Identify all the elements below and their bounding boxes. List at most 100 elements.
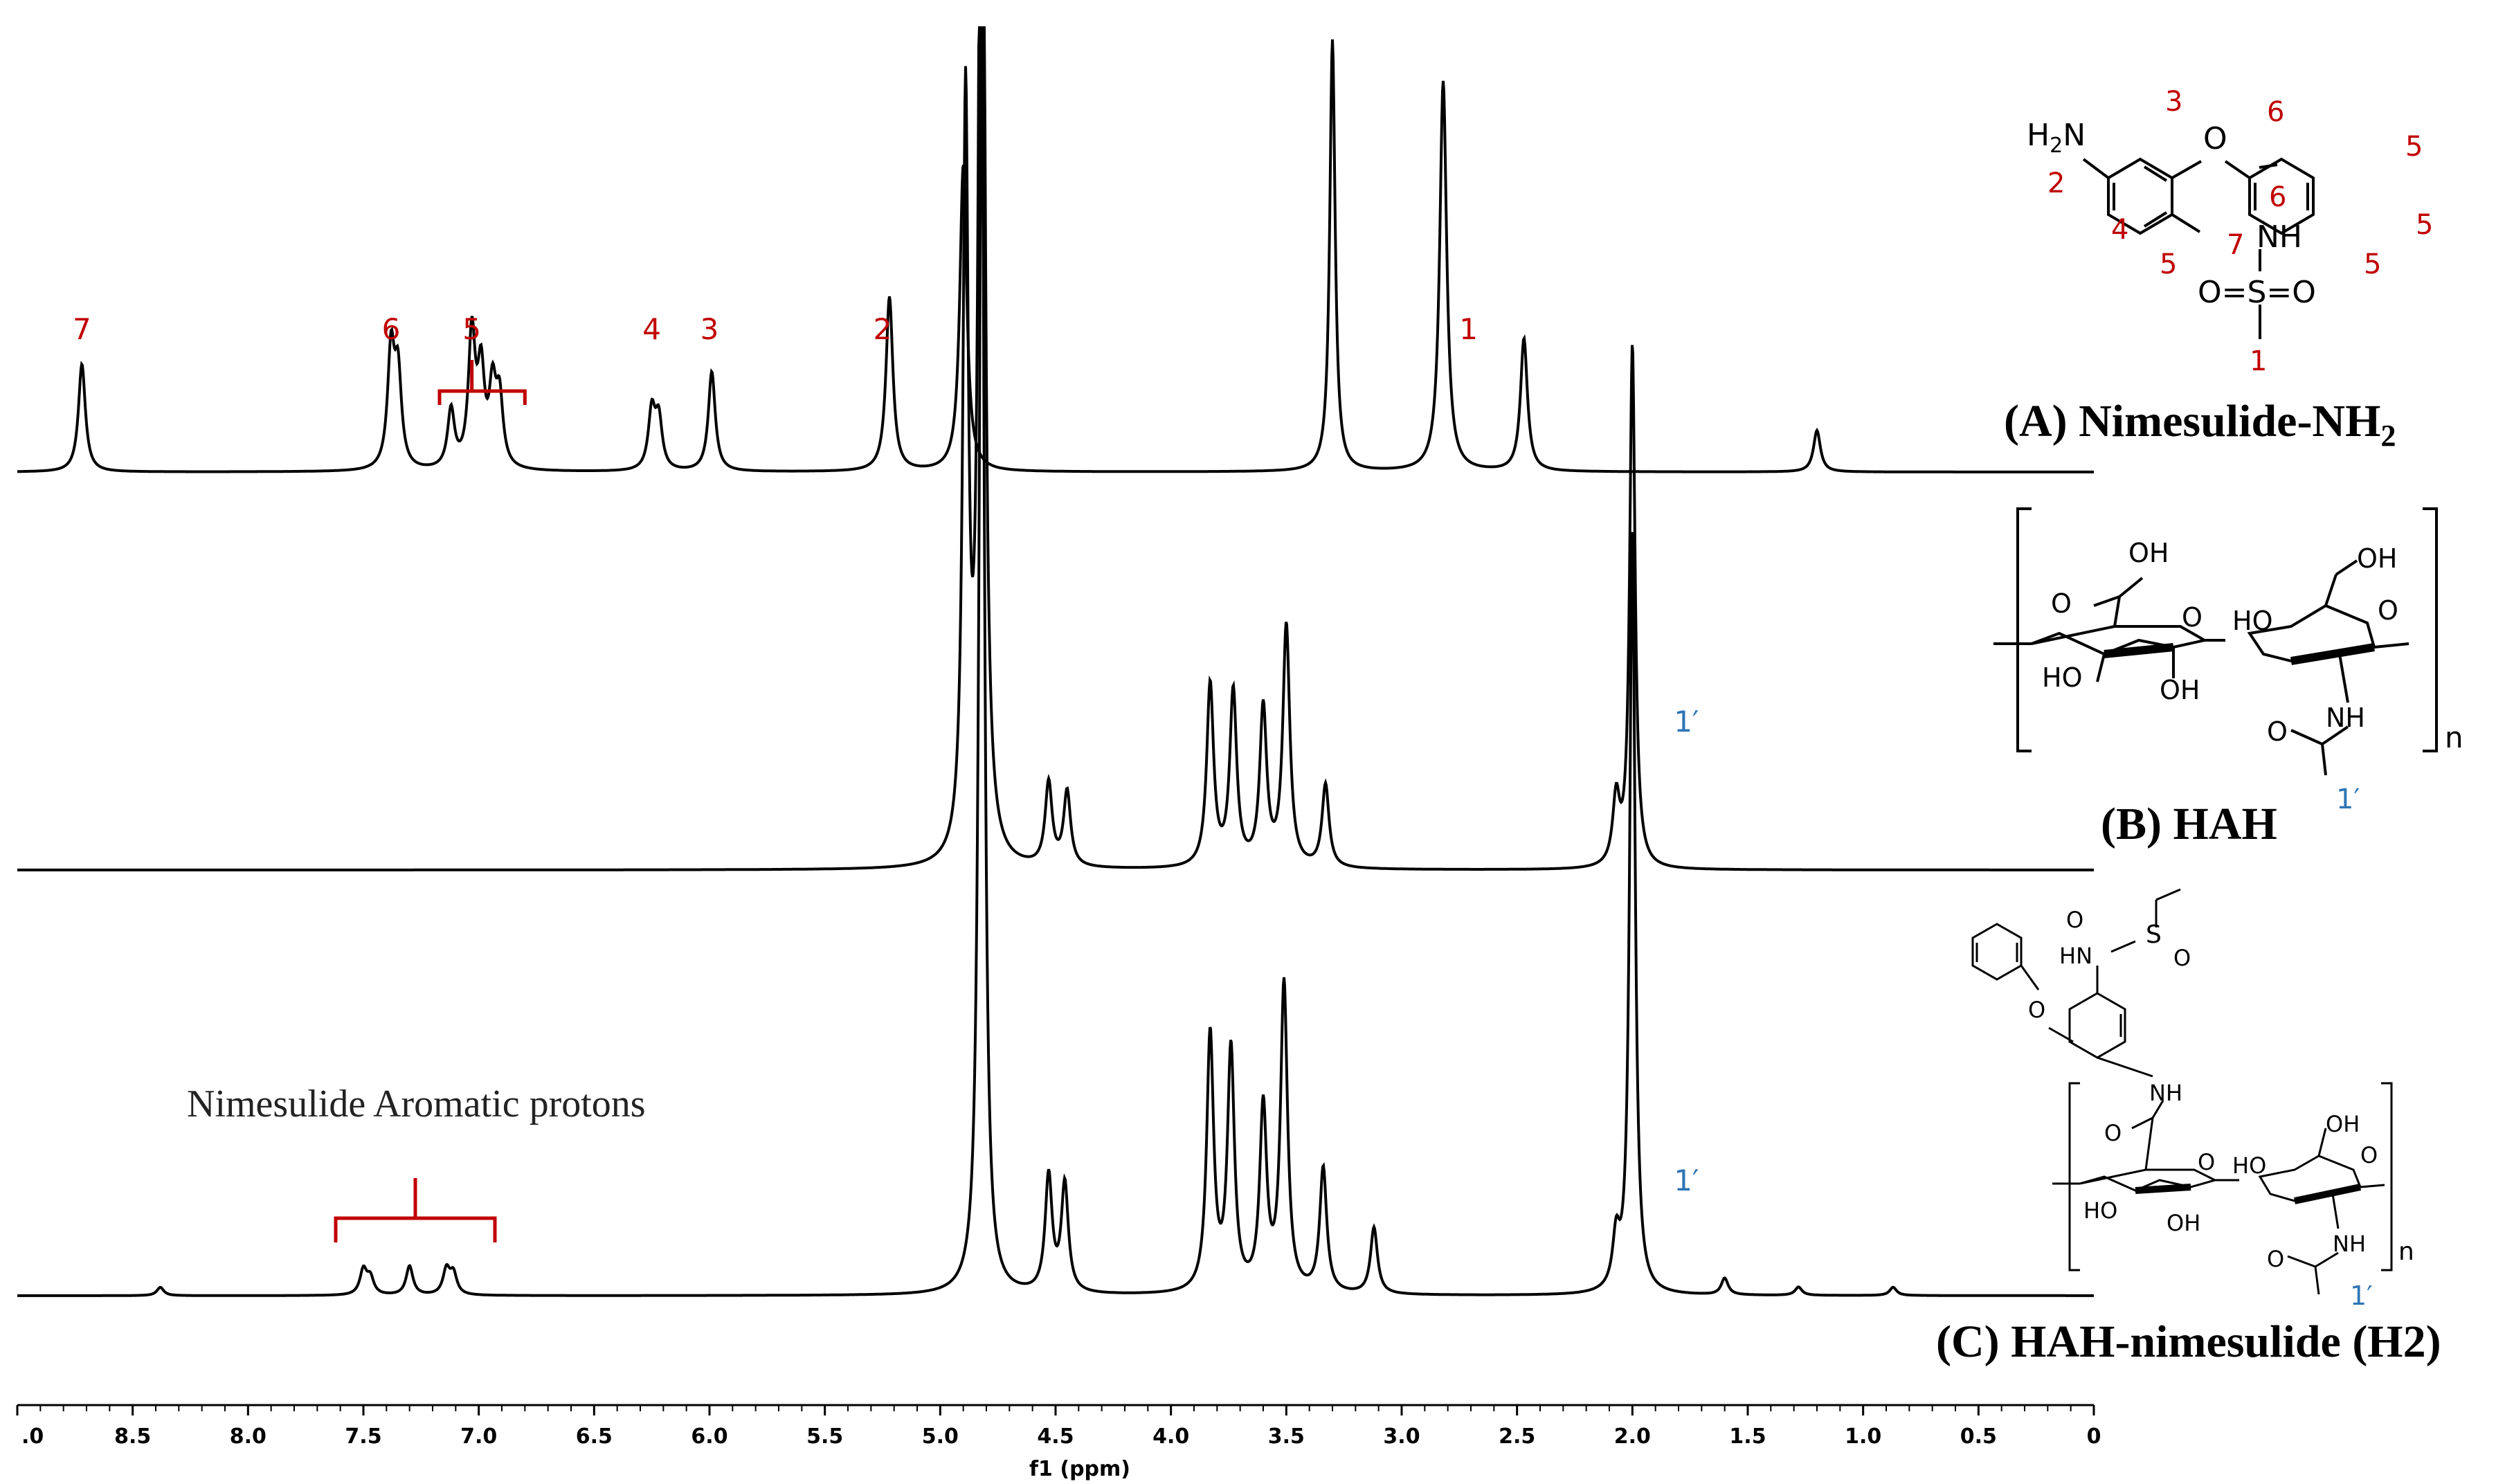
struct-c-bond-amide-n	[2151, 1100, 2164, 1119]
x-tick-label: 0	[2087, 1424, 2101, 1449]
x-tick-label: 5.5	[806, 1424, 843, 1449]
struct-c-o-amide: O	[2104, 1120, 2122, 1146]
struct-a-bond-nh2	[2082, 158, 2110, 179]
struct-c-bond-o1	[2020, 965, 2040, 990]
struct-c-bond-me	[2314, 1266, 2320, 1295]
struct-a-sulfonyl: O=S=O	[2198, 275, 2316, 310]
x-axis-title: f1 (ppm)	[1029, 1457, 1130, 1481]
spectrum-line-c	[17, 27, 2094, 1297]
atom-label-7: 7	[2227, 229, 2244, 261]
annotation-b-1prime: 1′	[1674, 705, 1699, 739]
peak-label-2: 2	[874, 312, 892, 346]
struct-b-bond-ch2	[2324, 574, 2337, 606]
atom-label-1: 1	[2250, 345, 2267, 377]
struct-c-wedge-1	[2135, 1184, 2191, 1194]
struct-a-oxygen: O	[2203, 121, 2227, 156]
x-tick-label: 1.0	[1845, 1424, 1881, 1449]
x-tick-label: 4.5	[1037, 1424, 1074, 1449]
struct-b-o-ring: O	[2182, 602, 2203, 633]
x-tick-label: 7.0	[460, 1424, 497, 1449]
x-axis: .0 8.5 8.0 7.5 7.0 6.5 6.0 5.5 5.0 4.5 4.0 3.5 3.0 2.…	[16, 1404, 2101, 1481]
struct-a-nh: NH	[2257, 219, 2302, 255]
x-tick-label: 6.5	[576, 1424, 613, 1449]
peak-label-5: 5	[462, 312, 481, 346]
struct-b-o-acetyl: O	[2267, 716, 2288, 747]
x-tick-label: 8.5	[114, 1424, 151, 1449]
x-tick-label: 5.0	[922, 1424, 959, 1449]
struct-c-bond-amide-o	[2131, 1116, 2153, 1130]
atom-label-6b: 6	[2269, 181, 2286, 213]
struct-b-bond-acetyl	[2321, 725, 2349, 745]
struct-b-bond-co	[2093, 595, 2120, 607]
x-tick-label: 6.0	[691, 1424, 727, 1449]
x-tick-label: 4.0	[1152, 1424, 1189, 1449]
peak-label-3: 3	[700, 312, 719, 346]
struct-a-amine: H2N	[2027, 118, 2086, 158]
structure-b-text: OH O O HO OH O HO OH O NH n 1′	[2042, 538, 2463, 815]
struct-c-o-ether: O	[2028, 997, 2045, 1023]
series-label-a-sub: 2	[2380, 419, 2396, 453]
struct-a-double-6	[2259, 163, 2278, 169]
structure-a-atom-labels: 3 6 5 2 6 4 7 5 5 5 1	[2047, 86, 2433, 377]
struct-b-1prime: 1′	[2336, 784, 2360, 815]
struct-b-n: n	[2445, 721, 2463, 754]
peak-label-1: 1	[1459, 312, 1478, 346]
struct-c-bond-acetyl	[2315, 1251, 2339, 1268]
struct-c-bond-nh2	[2331, 1193, 2340, 1229]
struct-b-bond-ch2oh	[2335, 559, 2358, 576]
struct-c-bond-ch2	[2317, 1128, 2327, 1157]
struct-c-1prime: 1′	[2350, 1281, 2373, 1311]
struct-b-bracket-right	[2423, 507, 2438, 752]
structure-b	[1993, 507, 2438, 776]
series-label-a: (A) Nimesulide-NH2	[2004, 396, 2396, 453]
series-label-b: (B) HAH	[2101, 799, 2277, 849]
struct-c-phenyl	[1971, 923, 2023, 981]
struct-a-bond-nh	[2171, 213, 2201, 233]
struct-c-o-s2: O	[2173, 945, 2191, 971]
structure-c	[1971, 888, 2393, 1295]
struct-c-bracket-left	[2068, 1082, 2080, 1272]
x-tick-label: 3.5	[1268, 1424, 1305, 1449]
spectrum-line-b	[17, 26, 2094, 871]
structure-c-text: O S O HN O NH O O HO OH O HO OH O NH n 1…	[2028, 907, 2414, 1311]
atom-label-3: 3	[2165, 86, 2182, 118]
struct-b-bond-nh	[2338, 653, 2349, 703]
x-tick-label: .0	[21, 1424, 44, 1449]
struct-c-ho-mid: HO	[2232, 1152, 2266, 1179]
x-tick-label: 2.0	[1614, 1424, 1651, 1449]
bracket-peak-5	[437, 360, 527, 405]
spectrum-line-a	[17, 39, 2094, 473]
struct-c-o-ring: O	[2198, 1149, 2215, 1175]
struct-b-bond-co2	[2290, 729, 2323, 745]
struct-c-bond-sme	[2155, 888, 2181, 901]
struct-b-nh: NH	[2326, 703, 2365, 733]
struct-c-bond-co	[2287, 1255, 2316, 1268]
struct-b-o-carbonyl: O	[2051, 588, 2072, 619]
struct-b-oh-bottom: OH	[2160, 675, 2200, 705]
struct-b-ho-mid: HO	[2232, 606, 2272, 636]
peak-label-4: 4	[642, 312, 661, 346]
struct-c-bracket-right	[2381, 1082, 2393, 1272]
struct-b-o-ring2: O	[2378, 595, 2398, 626]
struct-b-ho-left: HO	[2042, 662, 2082, 693]
struct-b-oh-ch2: OH	[2357, 543, 2397, 574]
atom-label-2: 2	[2047, 168, 2065, 199]
peak-label-6: 6	[382, 312, 401, 346]
struct-a-double-3	[2143, 165, 2168, 182]
struct-c-o-acetyl: O	[2267, 1246, 2284, 1272]
series-label-a-main: (A) Nimesulide-NH	[2004, 396, 2380, 446]
annotation-c-1prime: 1′	[1674, 1164, 1699, 1197]
atom-label-5c: 5	[2416, 209, 2433, 241]
structure-a	[2082, 157, 2315, 339]
struct-b-bond-cooh	[2113, 596, 2121, 627]
struct-b-bond-me	[2321, 743, 2327, 776]
struct-b-bond-oh	[2118, 577, 2144, 598]
bracket-aromatic	[334, 1178, 497, 1242]
structure-a-text: H2N O NH O=S=O	[2027, 118, 2316, 310]
atom-label-5b: 5	[2160, 248, 2177, 280]
struct-c-oh-bottom: OH	[2167, 1210, 2200, 1236]
x-tick-label: 3.0	[1383, 1424, 1420, 1449]
struct-b-bond-end	[2373, 642, 2409, 649]
